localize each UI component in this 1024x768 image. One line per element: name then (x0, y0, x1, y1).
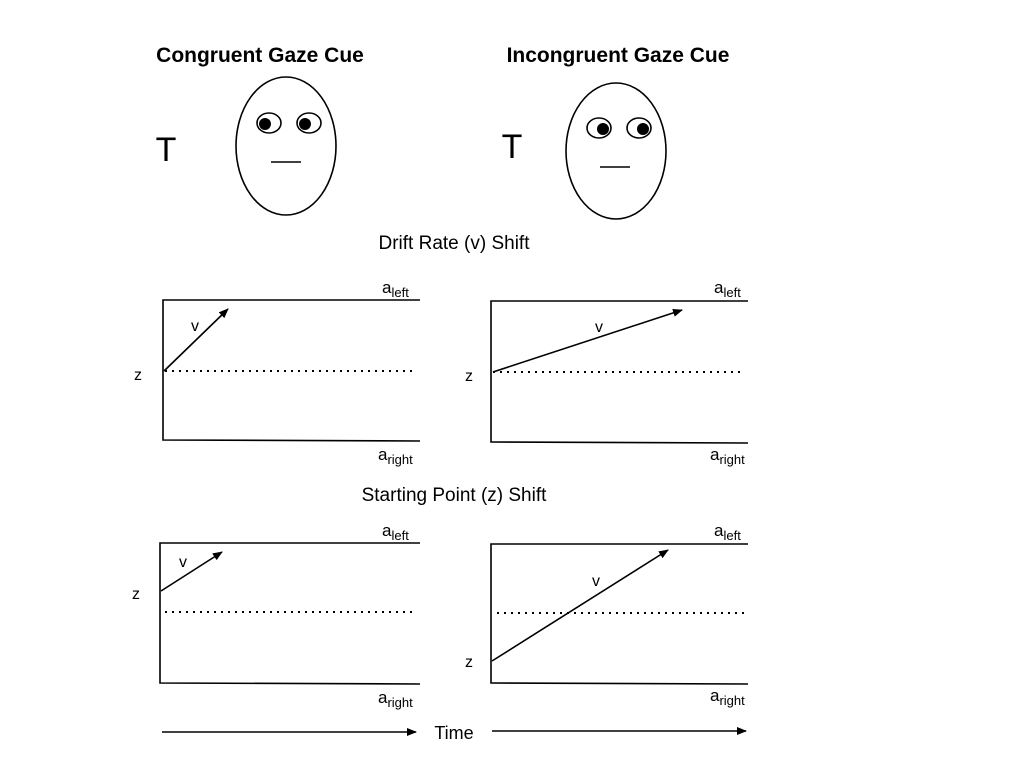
drift-arrow (493, 310, 682, 372)
drift-label: v (191, 318, 199, 335)
lower-bound-label: aright (378, 688, 413, 710)
left-pupil (259, 118, 271, 130)
congruent-face (236, 77, 336, 215)
right-pupil (299, 118, 311, 130)
lower-bound-label: aright (710, 445, 745, 467)
drift-arrow (161, 552, 222, 591)
upper-bound-label: aleft (382, 278, 409, 300)
start-incongruent-panel: v z aleft aright (465, 521, 748, 708)
start-label: z (465, 368, 473, 385)
lower-bound-label: aright (710, 686, 745, 708)
start-label: z (465, 654, 473, 671)
drift-congruent-panel: v z aleft aright (134, 278, 420, 467)
start-congruent-panel: v z aleft aright (132, 521, 420, 710)
start-section-title: Starting Point (z) Shift (362, 485, 548, 506)
incongruent-title: Incongruent Gaze Cue (507, 44, 730, 67)
right-pupil (637, 123, 649, 135)
drift-label: v (595, 319, 603, 336)
lower-bound-label: aright (378, 445, 413, 467)
start-label: z (134, 367, 142, 384)
start-label: z (132, 586, 140, 603)
drift-arrow (492, 550, 668, 661)
boundary-frame (160, 543, 420, 684)
congruent-target-letter: T (156, 131, 177, 169)
incongruent-target-letter: T (502, 128, 523, 166)
drift-section-title: Drift Rate (v) Shift (379, 233, 531, 254)
incongruent-face (566, 83, 666, 219)
boundary-frame (491, 544, 748, 684)
face-outline (566, 83, 666, 219)
upper-bound-label: aleft (382, 521, 409, 543)
time-label: Time (434, 723, 473, 743)
drift-label: v (592, 573, 600, 590)
upper-bound-label: aleft (714, 521, 741, 543)
drift-incongruent-panel: v z aleft aright (465, 278, 748, 467)
drift-label: v (179, 554, 187, 571)
face-outline (236, 77, 336, 215)
upper-bound-label: aleft (714, 278, 741, 300)
congruent-title: Congruent Gaze Cue (156, 44, 364, 67)
left-pupil (597, 123, 609, 135)
